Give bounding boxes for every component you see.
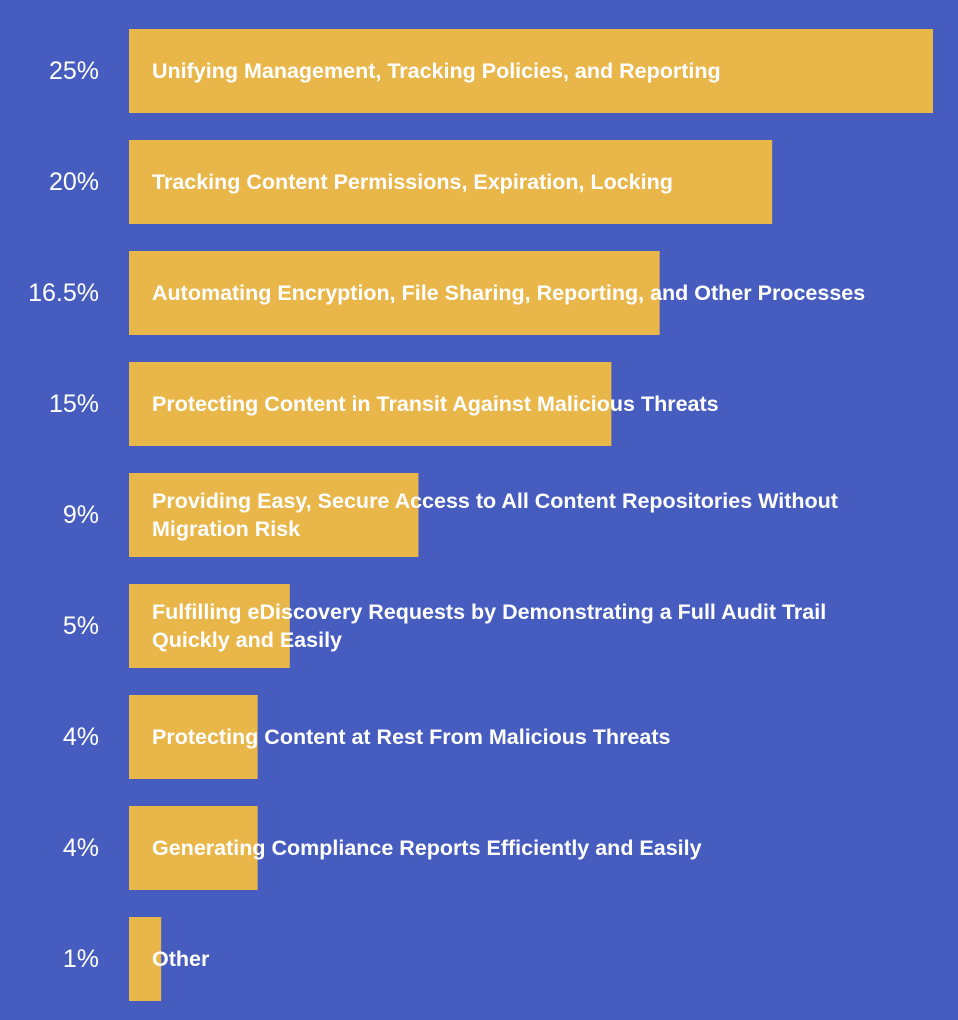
bar [129, 251, 660, 335]
bar [129, 473, 419, 557]
bar-label: Protecting Content in Transit Against Ma… [152, 392, 719, 416]
value-label: 25% [49, 57, 99, 85]
value-label: 4% [63, 834, 99, 862]
bar [129, 362, 612, 446]
bar [129, 29, 933, 113]
bar [129, 584, 290, 668]
bar-label: Unifying Management, Tracking Policies, … [152, 59, 721, 83]
labels-layer: 25% Unifying Management, Tracking Policie… [28, 57, 865, 973]
bar-label: Fulfilling eDiscovery Requests by Demons… [152, 600, 826, 624]
bar-label: Tracking Content Permissions, Expiration… [152, 170, 673, 194]
bar [129, 695, 258, 779]
value-label: 4% [63, 723, 99, 751]
bar-label: Other [152, 947, 210, 971]
value-label: 16.5% [28, 279, 99, 307]
bar-label: Quickly and Easily [152, 628, 342, 652]
bars-layer [129, 29, 933, 1001]
bar-label: Protecting Content at Rest From Maliciou… [152, 725, 670, 749]
value-label: 9% [63, 501, 99, 529]
bar-label: Automating Encryption, File Sharing, Rep… [152, 281, 865, 305]
value-label: 5% [63, 612, 99, 640]
bar-label: Providing Easy, Secure Access to All Con… [152, 489, 838, 513]
bar [129, 917, 162, 1001]
bar [129, 140, 773, 224]
value-label: 20% [49, 168, 99, 196]
value-label: 1% [63, 945, 99, 973]
bar [129, 806, 258, 890]
bar-label: Migration Risk [152, 517, 300, 541]
bar-label: Generating Compliance Reports Efficientl… [152, 836, 702, 860]
value-label: 15% [49, 390, 99, 418]
